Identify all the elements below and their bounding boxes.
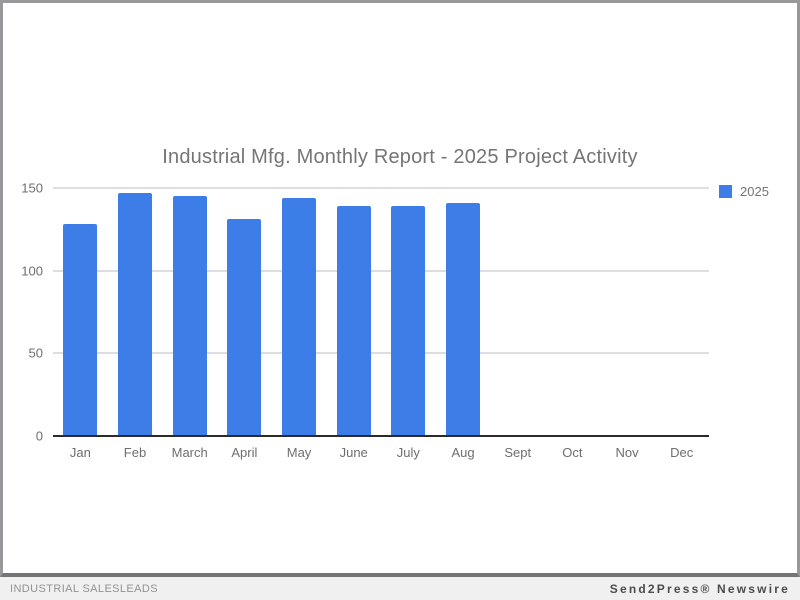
x-tick-july: July	[396, 445, 420, 460]
x-tick-aug: Aug	[451, 445, 475, 460]
x-tick-march: March	[171, 445, 208, 460]
bar-slot-march	[162, 188, 217, 436]
y-tick-150: 150	[21, 180, 43, 196]
bar-april	[227, 219, 262, 436]
x-tick-feb: Feb	[123, 445, 147, 460]
bar-slot-jan	[53, 188, 108, 436]
bar-slot-sept	[490, 188, 545, 436]
legend-label: 2025	[740, 184, 769, 199]
bar-july	[391, 206, 426, 436]
x-axis-labels: Jan Feb March April May June July Aug Sept Oct Nov…	[53, 445, 709, 460]
x-tick-sept: Sept	[504, 445, 532, 460]
x-tick-oct: Oct	[562, 445, 583, 460]
gridline-100	[53, 269, 709, 272]
footer-newswire-label: Send2Press® Newswire	[609, 581, 790, 596]
legend-swatch-icon	[719, 185, 732, 198]
bar-slot-july	[381, 188, 436, 436]
bar-jan	[63, 224, 98, 436]
chart-title: Industrial Mfg. Monthly Report - 2025 Pr…	[162, 146, 638, 168]
bar-slot-april	[217, 188, 272, 436]
bar-may	[282, 197, 317, 436]
bar-series-2025	[53, 188, 709, 436]
x-axis-baseline	[53, 435, 709, 437]
bar-june	[336, 206, 371, 436]
y-axis-labels: 0 50 100 150	[3, 181, 43, 444]
bar-slot-may	[272, 188, 327, 436]
x-tick-nov: Nov	[615, 445, 639, 460]
y-tick-50: 50	[28, 345, 43, 361]
bar-slot-nov	[600, 188, 655, 436]
plot-area	[53, 187, 709, 437]
gridline-50	[53, 352, 709, 355]
bar-march	[172, 196, 207, 436]
y-tick-100: 100	[21, 263, 43, 279]
x-tick-june: June	[339, 445, 368, 460]
bar-slot-feb	[108, 188, 163, 436]
x-tick-dec: Dec	[670, 445, 694, 460]
gridline-150	[53, 187, 709, 189]
x-tick-may: May	[286, 445, 312, 460]
y-tick-0: 0	[35, 428, 43, 444]
legend: 2025	[719, 184, 769, 199]
press-image-card: Industrial Mfg. Monthly Report - 2025 Pr…	[0, 0, 800, 577]
bar-slot-oct	[545, 188, 600, 436]
footer-source-label: INDUSTRIAL SALESLEADS	[10, 582, 158, 595]
x-tick-jan: Jan	[69, 445, 91, 460]
x-tick-april: April	[231, 445, 258, 460]
bar-slot-aug	[436, 188, 491, 436]
bar-slot-june	[326, 188, 381, 436]
bar-slot-dec	[654, 188, 709, 436]
bar-feb	[118, 192, 152, 436]
bar-aug	[446, 202, 481, 436]
footer-bar: INDUSTRIAL SALESLEADS Send2Press® Newswi…	[0, 577, 800, 600]
